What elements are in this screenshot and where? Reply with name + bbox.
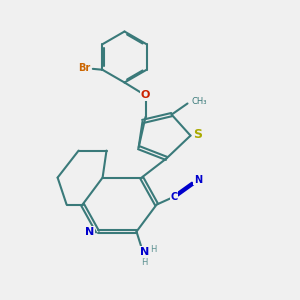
Text: N: N — [140, 247, 149, 257]
Text: N: N — [194, 175, 202, 185]
Text: H: H — [150, 244, 156, 253]
Text: O: O — [141, 90, 150, 100]
Text: H: H — [141, 258, 148, 267]
Text: Br: Br — [78, 63, 90, 73]
Text: N: N — [85, 226, 94, 237]
Text: C: C — [170, 191, 178, 202]
Text: CH₃: CH₃ — [191, 97, 207, 106]
Text: S: S — [194, 128, 202, 141]
